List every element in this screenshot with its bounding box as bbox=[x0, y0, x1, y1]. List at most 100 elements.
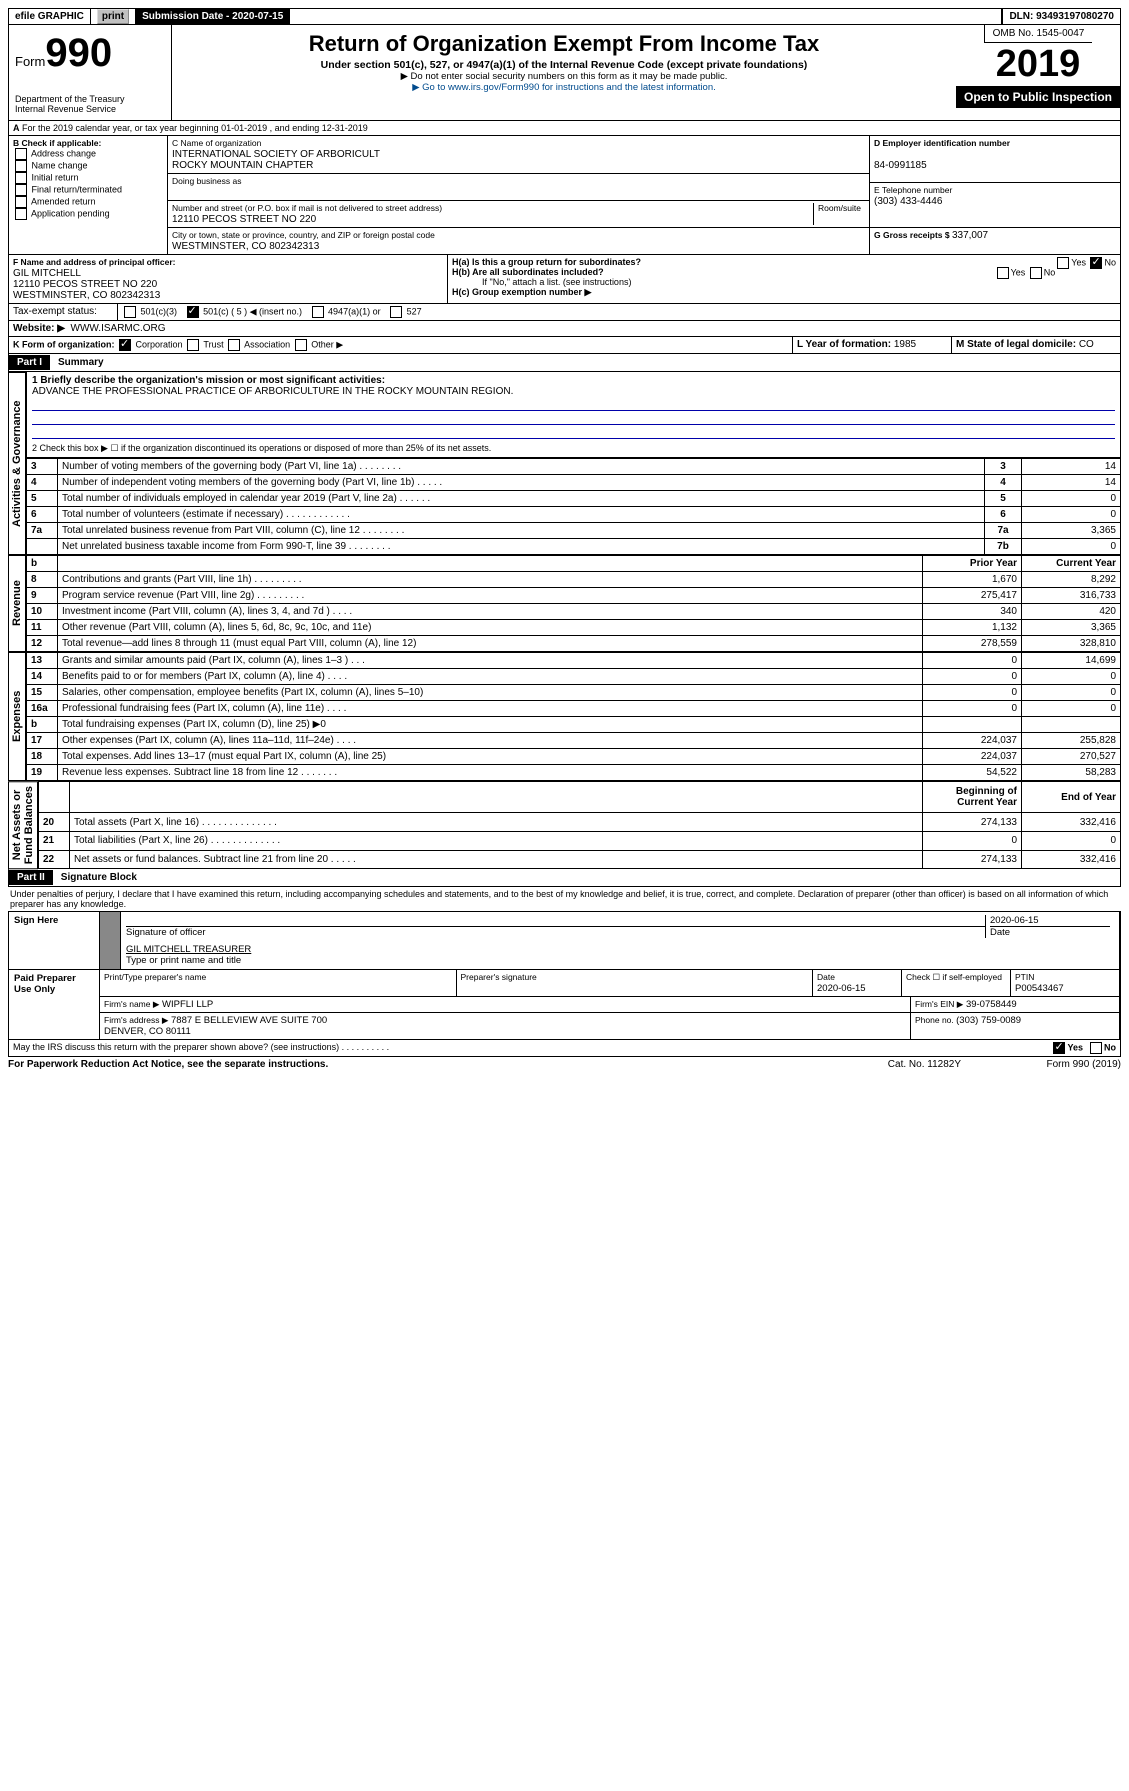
hc-label: H(c) Group exemption number ▶ bbox=[452, 287, 591, 297]
note-ssn: ▶ Do not enter social security numbers o… bbox=[176, 71, 952, 82]
dept: Department of the Treasury Internal Reve… bbox=[15, 94, 165, 114]
top-bar: efile GRAPHIC print Submission Date - 20… bbox=[8, 8, 1121, 25]
hb-yes[interactable] bbox=[997, 267, 1009, 279]
chk-pending[interactable] bbox=[15, 208, 27, 220]
gross-receipts: 337,007 bbox=[952, 230, 988, 241]
f-officer-label: F Name and address of principal officer: bbox=[13, 257, 175, 267]
chk-final[interactable] bbox=[15, 184, 27, 196]
chk-527[interactable] bbox=[390, 306, 402, 318]
addr-label: Number and street (or P.O. box if mail i… bbox=[172, 203, 442, 213]
firm-phone: (303) 759-0089 bbox=[956, 1015, 1021, 1026]
officer-printed: GIL MITCHELL TREASURER bbox=[126, 944, 251, 955]
opt-final: Final return/terminated bbox=[32, 184, 123, 194]
g-gross-label: G Gross receipts $ bbox=[874, 230, 952, 240]
q1: 1 Briefly describe the organization's mi… bbox=[32, 375, 385, 386]
cat-no: Cat. No. 11282Y bbox=[888, 1059, 961, 1070]
d-ein-label: D Employer identification number bbox=[874, 138, 1010, 148]
table-expenses: 13Grants and similar amounts paid (Part … bbox=[26, 652, 1121, 781]
typeprint-label: Type or print name and title bbox=[126, 955, 241, 966]
c-name-label: C Name of organization bbox=[172, 138, 261, 148]
discuss-no[interactable] bbox=[1090, 1042, 1102, 1054]
paid-preparer: Paid Preparer Use Only bbox=[9, 969, 100, 1039]
chk-name[interactable] bbox=[15, 160, 27, 172]
opt-pending: Application pending bbox=[31, 208, 110, 218]
ha-yes[interactable] bbox=[1057, 257, 1069, 269]
firm-phone-label: Phone no. bbox=[915, 1015, 956, 1025]
section-b-title: B Check if applicable: bbox=[13, 138, 101, 148]
part2-label: Part II bbox=[9, 870, 53, 885]
side-netassets: Net Assets or Fund Balances bbox=[8, 781, 38, 869]
firm-ein-label: Firm's EIN ▶ bbox=[915, 999, 963, 1009]
chk-other[interactable] bbox=[295, 339, 307, 351]
chk-address[interactable] bbox=[15, 148, 27, 160]
org-city: WESTMINSTER, CO 802342313 bbox=[172, 241, 319, 252]
irs-link[interactable]: ▶ Go to www.irs.gov/Form990 for instruct… bbox=[412, 82, 716, 93]
firm-addr-label: Firm's address ▶ bbox=[104, 1015, 168, 1025]
officer-name: GIL MITCHELL bbox=[13, 268, 81, 279]
side-revenue: Revenue bbox=[8, 555, 26, 652]
chk-assoc[interactable] bbox=[228, 339, 240, 351]
firm-name: WIPFLI LLP bbox=[162, 999, 213, 1010]
year-formation: 1985 bbox=[894, 339, 916, 350]
pp-date-label: Date bbox=[817, 972, 835, 982]
tax-year-line: A For the 2019 calendar year, or tax yea… bbox=[9, 121, 1120, 135]
ha-no[interactable] bbox=[1090, 257, 1102, 269]
ptin-label: PTIN bbox=[1015, 972, 1034, 982]
discuss-q: May the IRS discuss this return with the… bbox=[13, 1042, 389, 1052]
org-address: 12110 PECOS STREET NO 220 bbox=[172, 214, 316, 225]
form-number: 990 bbox=[45, 31, 112, 75]
chk-initial[interactable] bbox=[15, 172, 27, 184]
firm-name-label: Firm's name ▶ bbox=[104, 999, 159, 1009]
chk-corp[interactable] bbox=[119, 339, 131, 351]
table-activities: 3Number of voting members of the governi… bbox=[26, 458, 1121, 555]
hb-label: H(b) Are all subordinates included? bbox=[452, 267, 604, 277]
website: WWW.ISARMC.ORG bbox=[71, 323, 166, 334]
l-label: L Year of formation: bbox=[797, 339, 894, 350]
chk-501c[interactable] bbox=[187, 306, 199, 318]
firm-ein: 39-0758449 bbox=[966, 999, 1017, 1010]
phone: (303) 433-4446 bbox=[874, 196, 942, 207]
tax-year: 2019 bbox=[986, 43, 1091, 86]
mission: ADVANCE THE PROFESSIONAL PRACTICE OF ARB… bbox=[32, 386, 513, 397]
pp-name-label: Print/Type preparer's name bbox=[104, 972, 206, 982]
pp-date: 2020-06-15 bbox=[817, 983, 866, 994]
sign-here: Sign Here bbox=[9, 911, 100, 969]
pra-notice: For Paperwork Reduction Act Notice, see … bbox=[8, 1059, 328, 1070]
part1-label: Part I bbox=[9, 355, 50, 370]
chk-amended[interactable] bbox=[15, 196, 27, 208]
i-label: Tax-exempt status: bbox=[9, 304, 118, 320]
omb-number: OMB No. 1545-0047 bbox=[984, 25, 1093, 43]
q2: 2 Check this box ▶ ☐ if the organization… bbox=[32, 443, 1115, 454]
dba-label: Doing business as bbox=[172, 176, 241, 186]
dln-label: DLN: bbox=[1009, 11, 1036, 22]
domicile: CO bbox=[1079, 339, 1094, 350]
chk-4947[interactable] bbox=[312, 306, 324, 318]
pp-sig-label: Preparer's signature bbox=[461, 972, 537, 982]
m-label: M State of legal domicile: bbox=[956, 339, 1079, 350]
pp-self-emp: Check ☐ if self-employed bbox=[901, 970, 1010, 996]
sig-officer-label: Signature of officer bbox=[126, 926, 985, 938]
officer-addr: 12110 PECOS STREET NO 220 WESTMINSTER, C… bbox=[13, 279, 160, 301]
form-footer: Form 990 (2019) bbox=[961, 1059, 1121, 1070]
k-label: K Form of organization: bbox=[13, 339, 115, 349]
discuss-yes[interactable] bbox=[1053, 1042, 1065, 1054]
room-label: Room/suite bbox=[818, 203, 861, 213]
open-public: Open to Public Inspection bbox=[956, 86, 1120, 108]
chk-501c3[interactable] bbox=[124, 306, 136, 318]
opt-amended: Amended return bbox=[31, 196, 96, 206]
form-title: Return of Organization Exempt From Incom… bbox=[178, 31, 950, 57]
chk-trust[interactable] bbox=[187, 339, 199, 351]
ein: 84-0991185 bbox=[874, 160, 927, 171]
part2-title: Signature Block bbox=[53, 869, 145, 886]
print-button[interactable]: print bbox=[97, 9, 129, 24]
opt-name: Name change bbox=[32, 160, 88, 170]
sig-date-label: Date bbox=[990, 926, 1110, 938]
efile-label: efile GRAPHIC bbox=[9, 9, 91, 24]
ptin: P00543467 bbox=[1015, 983, 1064, 994]
hb-no[interactable] bbox=[1030, 267, 1042, 279]
side-expenses: Expenses bbox=[8, 652, 26, 781]
city-label: City or town, state or province, country… bbox=[172, 230, 435, 240]
part1-title: Summary bbox=[50, 354, 112, 371]
side-activities: Activities & Governance bbox=[8, 372, 26, 555]
opt-address: Address change bbox=[31, 148, 96, 158]
